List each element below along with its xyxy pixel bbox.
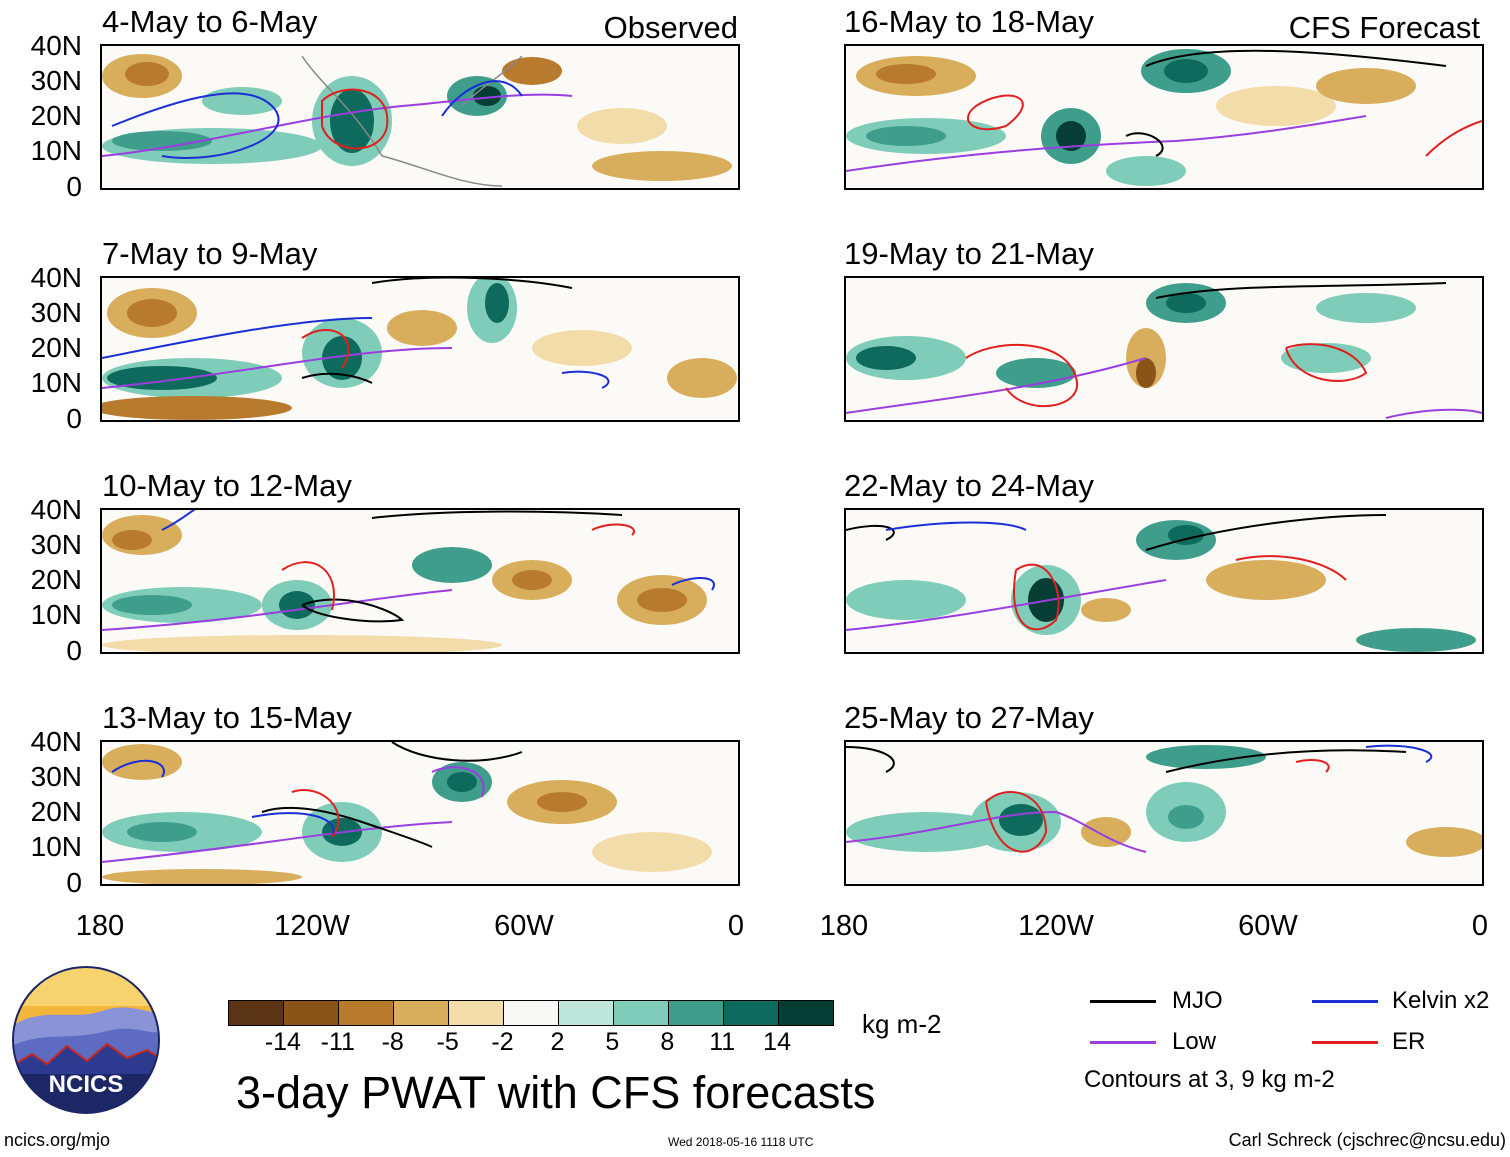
panel-title-fc-3: 22-May to 24-May [844,468,1094,503]
lon-label: 60W [494,910,554,942]
cfs-forecast-tag: CFS Forecast [1288,10,1480,45]
colorbar-segment [503,1001,558,1025]
colorbar [228,1000,834,1026]
observed-tag: Observed [603,10,738,45]
footer-timestamp: Wed 2018-05-16 1118 UTC [668,1135,814,1149]
lat-label: 30N [30,761,82,792]
colorbar-segment [338,1001,393,1025]
panel-title-fc-1: 16-May to 18-May [844,4,1094,39]
pwat-field [102,742,712,884]
legend-line-er [1312,1041,1378,1044]
lat-label: 10N [30,135,82,166]
map-panel-obs-1 [100,44,740,190]
legend-label-low: Low [1172,1028,1217,1055]
lon-label: 180 [75,910,125,942]
lat-label: 20N [30,332,82,363]
map-panel-obs-2 [100,276,740,422]
map-panel-fc-1 [844,44,1484,190]
map-panel-fc-3 [844,508,1484,654]
colorbar-segment [723,1001,778,1025]
colorbar-segment [778,1001,833,1025]
map-panel-obs-3 [100,508,740,654]
pwat-field [846,282,1482,419]
lat-label: 40N [30,726,82,757]
lat-label: 10N [30,831,82,862]
colorbar-tick-label: -11 [320,1028,355,1056]
panel-title-obs-2: 7-May to 9-May [102,236,318,271]
main-title: 3-day PWAT with CFS forecasts [236,1067,876,1118]
colorbar-segment [613,1001,668,1025]
lat-label: 0 [66,171,82,202]
lon-label: 0 [727,910,745,942]
colorbar-segment [283,1001,338,1025]
colorbar-tick-label: 14 [763,1028,791,1056]
legend-line-low [1090,1041,1156,1044]
panel-title-fc-2: 19-May to 21-May [844,236,1094,271]
lat-label: 20N [30,100,82,131]
legend-label-mjo: MJO [1172,987,1223,1014]
legend-line-kelvin [1312,1000,1378,1003]
legend-label-kelvin: Kelvin x2 [1392,987,1490,1014]
panel-title-obs-1: 4-May to 6-May [102,4,318,39]
colorbar-tick-label: -8 [381,1028,404,1056]
footer-author: Carl Schreck (cjschrec@ncsu.edu) [1228,1130,1506,1150]
lat-label: 20N [30,796,82,827]
colorbar-tick-label: -14 [264,1028,301,1056]
lat-label: 0 [66,635,82,666]
pwat-field [846,744,1482,857]
lat-label: 30N [30,297,82,328]
colorbar-segment [393,1001,448,1025]
pwat-field [102,510,715,652]
panel-title-obs-3: 10-May to 12-May [102,468,352,503]
ncics-logo: NCICS [12,966,160,1114]
colorbar-segment [668,1001,723,1025]
lat-label: 10N [30,367,82,398]
pwat-field [846,514,1476,652]
lat-label: 40N [30,262,82,293]
logo-text: NCICS [49,1071,124,1098]
lon-label: 60W [1238,910,1298,942]
colorbar-tick-label: -2 [491,1028,514,1056]
colorbar-segment [448,1001,503,1025]
map-panel-fc-4 [844,740,1484,886]
map-panel-obs-4 [100,740,740,886]
lat-label: 30N [30,529,82,560]
legend-line-mjo [1090,1000,1156,1003]
lon-label: 120W [1018,910,1094,942]
colorbar-segment [558,1001,613,1025]
panel-title-fc-4: 25-May to 27-May [844,700,1094,735]
footer-url[interactable]: ncics.org/mjo [4,1130,111,1150]
colorbar-tick-label: 2 [550,1028,565,1056]
colorbar-tick-label: 5 [605,1028,620,1056]
colorbar-tick-label: 8 [660,1028,675,1056]
lat-label: 0 [66,867,82,898]
lat-label: 40N [30,30,82,61]
legend-label-er: ER [1392,1028,1426,1055]
colorbar-units: kg m-2 [862,1009,942,1039]
panel-title-obs-4: 13-May to 15-May [102,700,352,735]
pwat-field [102,278,737,420]
map-panel-fc-2 [844,276,1484,422]
lon-label: 120W [274,910,350,942]
lat-label: 10N [30,599,82,630]
lon-label: 180 [819,910,869,942]
lat-label: 40N [30,494,82,525]
lat-label: 30N [30,65,82,96]
colorbar-segment [229,1001,283,1025]
lat-label: 0 [66,403,82,434]
colorbar-tick-label: -5 [436,1028,459,1056]
contour-note: Contours at 3, 9 kg m-2 [1084,1066,1335,1093]
lat-label: 20N [30,564,82,595]
colorbar-tick-label: 11 [709,1028,736,1056]
lon-label: 0 [1471,910,1489,942]
pwat-field [102,54,732,187]
pwat-field [846,49,1482,186]
